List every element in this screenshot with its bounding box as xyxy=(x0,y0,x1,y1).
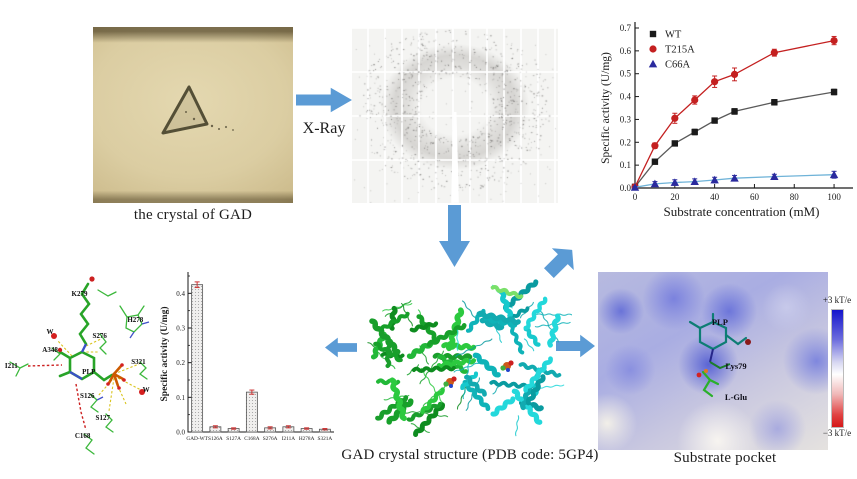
svg-text:0.3: 0.3 xyxy=(620,114,632,124)
svg-text:C168A: C168A xyxy=(244,436,259,442)
annotation-label: L-Glu xyxy=(724,391,748,402)
svg-text:GAD-WT: GAD-WT xyxy=(186,436,208,442)
annotation-label: S321 xyxy=(131,358,146,366)
svg-text:S126A: S126A xyxy=(208,436,223,442)
activity-line-chart: 0.0 0.1 0.2 0.3 0.4 0.5 0.6 0.7 0 20 40 60 80 100 Subs… xyxy=(600,22,853,219)
svg-text:80: 80 xyxy=(790,192,800,202)
svg-text:40: 40 xyxy=(710,192,720,202)
active-site-sticks xyxy=(9,276,150,455)
svg-text:0.0: 0.0 xyxy=(176,429,185,437)
structure-caption: GAD crystal structure (PDB code: 5GP4) xyxy=(341,447,599,463)
svg-text:T215A: T215A xyxy=(665,45,695,56)
svg-text:0.3: 0.3 xyxy=(176,325,185,333)
active-site-panel: K279 H278 S276 W A348 I211 PLP S321 W S126 S127 C16… xyxy=(2,262,157,462)
xray-arrow-icon xyxy=(296,87,352,113)
svg-text:0.0: 0.0 xyxy=(620,183,632,193)
svg-text:60: 60 xyxy=(750,192,760,202)
colorbar-max-label: +3 kT/e xyxy=(822,295,852,305)
svg-text:Substrate concentration (mM): Substrate concentration (mM) xyxy=(664,204,820,219)
diffraction-pattern xyxy=(352,28,558,203)
workflow-down-arrow-icon xyxy=(439,205,470,267)
svg-text:WT: WT xyxy=(665,30,682,41)
annotation-label: PLP xyxy=(82,368,96,376)
annotation-label: W xyxy=(142,386,150,394)
svg-text:0.5: 0.5 xyxy=(620,69,632,79)
svg-text:C66A: C66A xyxy=(665,60,691,71)
annotation-label: S276 xyxy=(92,332,107,340)
svg-text:0.1: 0.1 xyxy=(620,160,631,170)
annotation-label: PLP xyxy=(711,316,728,327)
mutant-bar-chart: 0.0 0.1 0.2 0.3 0.4 Specific activity (U/mg) G… xyxy=(159,272,334,442)
svg-text:0.4: 0.4 xyxy=(620,92,632,102)
crystal-caption: the crystal of GAD xyxy=(133,207,253,223)
svg-text:0.2: 0.2 xyxy=(176,359,185,367)
substrate-pocket-panel: PLP Lys79 L-Glu xyxy=(598,272,828,450)
annotation-label: I211 xyxy=(4,362,18,370)
electrostatic-colorbar-icon xyxy=(831,309,844,428)
svg-text:0.4: 0.4 xyxy=(176,290,185,298)
svg-text:20: 20 xyxy=(670,192,680,202)
svg-text:S321A: S321A xyxy=(318,436,333,442)
svg-text:S276A: S276A xyxy=(263,436,278,442)
annotation-label: S127 xyxy=(95,414,110,422)
annotation-label: Lys79 xyxy=(725,361,747,372)
beamstop-streak xyxy=(451,112,459,203)
annotation-label: A348 xyxy=(42,346,58,354)
svg-text:Specific activity (U/mg): Specific activity (U/mg) xyxy=(159,307,170,402)
protein-structure xyxy=(367,279,572,437)
annotation-label: S126 xyxy=(80,392,95,400)
svg-text:H278A: H278A xyxy=(299,436,315,442)
pocket-ligand-sticks xyxy=(688,312,751,398)
svg-text:I211A: I211A xyxy=(282,436,296,442)
svg-text:0.1: 0.1 xyxy=(176,394,185,402)
svg-text:Specific activity (U/mg): Specific activity (U/mg) xyxy=(600,52,612,164)
crystal-shape xyxy=(161,85,234,135)
colorbar-min-label: −3 kT/e xyxy=(822,428,852,438)
pocket-caption: Substrate pocket xyxy=(673,450,777,466)
svg-text:0: 0 xyxy=(633,192,638,202)
annotation-label: W xyxy=(46,328,54,336)
svg-text:0.2: 0.2 xyxy=(620,137,631,147)
svg-text:0.6: 0.6 xyxy=(620,46,632,56)
annotation-label: K279 xyxy=(71,290,88,298)
svg-text:100: 100 xyxy=(827,192,841,202)
annotation-label: H278 xyxy=(127,316,144,324)
annotation-label: C168 xyxy=(74,432,91,440)
pocket-labels: PLP Lys79 L-Glu xyxy=(598,272,828,450)
svg-text:S127A: S127A xyxy=(226,436,241,442)
xray-label: X-Ray xyxy=(302,120,346,137)
crystal-micrograph xyxy=(93,27,293,203)
svg-text:0.7: 0.7 xyxy=(620,23,632,33)
active-site-labels: K279 H278 S276 W A348 I211 PLP S321 W S126 S127 C16… xyxy=(2,262,157,462)
